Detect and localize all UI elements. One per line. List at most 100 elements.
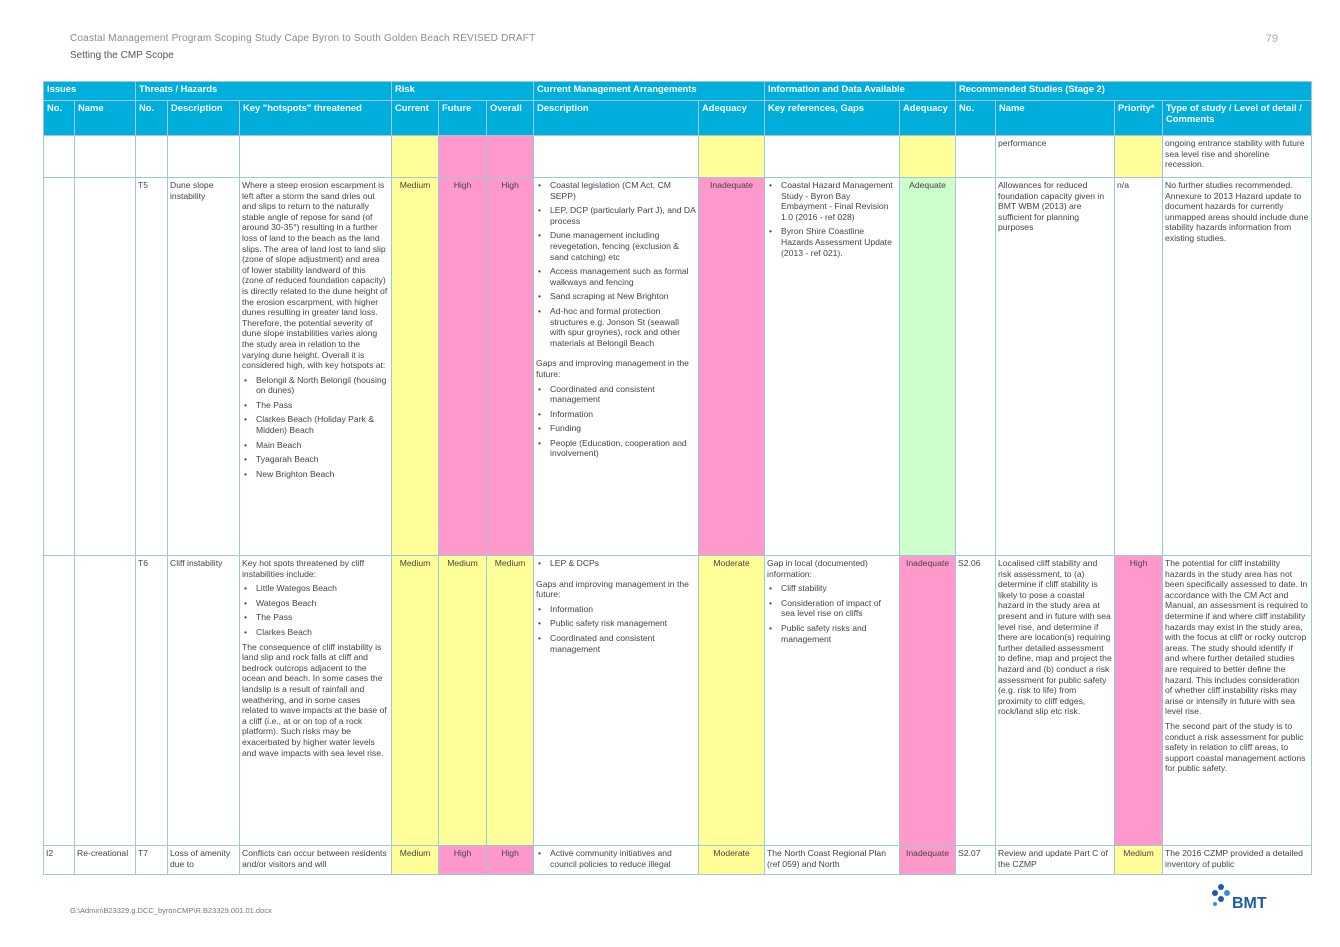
hotspots-outro: The consequence of cliff instability is … [242, 641, 387, 758]
study-type-para: The second part of the study is to condu… [1165, 720, 1306, 774]
risk-future: High [438, 177, 488, 556]
cm-gaps-intro: Gaps and improving management in the fut… [536, 358, 689, 379]
study-type: No further studies recommended. Annexure… [1162, 177, 1313, 556]
list-item: Public safety risks and management [769, 623, 897, 644]
info-adequacy: Inadequate [899, 844, 957, 876]
col-issue-name: Name [74, 100, 136, 136]
cm-description: Active community initiatives and council… [533, 844, 700, 876]
info-adequacy: Adequate [899, 177, 957, 556]
col-hotspots: Key "hotspots" threatened [238, 100, 393, 136]
threat-description: Cliff instability [167, 555, 240, 846]
group-information: Information and Data Available [764, 81, 957, 101]
logo-text: BMT [1232, 895, 1267, 912]
list-item: Consideration of impact of sea level ris… [769, 598, 897, 619]
group-threats: Threats / Hazards [134, 81, 393, 101]
priority: n/a [1114, 177, 1164, 556]
col-study-name: Name [995, 100, 1116, 136]
list-item: Sand scraping at New Brighton [538, 291, 696, 302]
issue-no: I2 [43, 844, 75, 876]
info-refs: The North Coast Regional Plan (ref 059) … [764, 844, 901, 876]
info-intro: Gap in local (documented) information: [767, 558, 868, 579]
list-item: Public safety risk management [538, 618, 696, 629]
info-list: Coastal Hazard Management Study - Byron … [767, 180, 897, 258]
risk-current: Medium [391, 177, 440, 556]
risk-future: High [438, 844, 488, 876]
study-type-para: The potential for cliff instability haza… [1165, 558, 1308, 717]
list-item: Coordinated and consistent management [538, 384, 696, 405]
list-item: Cliff stability [769, 583, 897, 594]
list-item: Belongil & North Belongil (housing on du… [244, 375, 389, 396]
table-row: T6 Cliff instability Key hot spots threa… [43, 555, 1313, 846]
list-item: Ad-hoc and formal protection structures … [538, 306, 696, 348]
group-issues: Issues [43, 81, 136, 101]
hotspots-intro: Where a steep erosion escarpment is left… [242, 180, 388, 371]
list-item: Coordinated and consistent management [538, 633, 696, 654]
col-study-no: No. [955, 100, 997, 136]
list-item: Dune management including revegetation, … [538, 230, 696, 262]
list-item: The Pass [244, 612, 389, 623]
col-cm-description: Description [533, 100, 700, 136]
col-priority: Priority* [1114, 100, 1164, 136]
threat-description: Dune slope instability [167, 177, 240, 556]
risk-future: Medium [438, 555, 488, 846]
issue-name: Re-creational [74, 844, 136, 876]
section-title: Setting the CMP Scope [70, 50, 174, 61]
col-risk-current: Current [391, 100, 440, 136]
col-threat-no: No. [135, 100, 168, 136]
cm-description: Coastal legislation (CM Act, CM SEPP) LE… [533, 177, 700, 556]
hotspots-list: Belongil & North Belongil (housing on du… [242, 375, 389, 480]
col-risk-future: Future [438, 100, 488, 136]
group-risk: Risk [391, 81, 535, 101]
cm-list: LEP & DCPs [536, 558, 696, 569]
list-item: Clarkes Beach [244, 627, 389, 638]
study-no: S2.07 [955, 844, 997, 876]
list-item: Active community initiatives and council… [538, 848, 696, 869]
table-row: T5 Dune slope instability Where a steep … [43, 177, 1313, 556]
info-list: Cliff stability Consideration of impact … [767, 583, 897, 644]
risk-overall: Medium [486, 555, 535, 846]
risk-current: Medium [391, 844, 440, 876]
hotspots-cell: Key hot spots threatened by cliff instab… [238, 555, 393, 846]
cm-gaps-list: Information Public safety risk managemen… [536, 604, 696, 654]
study-type: The 2016 CZMP provided a detailed invent… [1162, 844, 1313, 876]
list-item: Tyagarah Beach [244, 454, 389, 465]
cmp-scope-table: Issues Threats / Hazards Risk Current Ma… [43, 81, 1313, 876]
list-item: Clarkes Beach (Holiday Park & Midden) Be… [244, 414, 389, 435]
study-name: Allowances for reduced foundation capaci… [995, 177, 1116, 556]
study-no: S2.06 [955, 555, 997, 846]
info-refs: Gap in local (documented) information: C… [764, 555, 901, 846]
risk-current: Medium [391, 555, 440, 846]
bmt-logo: BMT [1210, 881, 1280, 919]
study-name: Localised cliff stability and risk asses… [995, 555, 1116, 846]
list-item: Access management such as formal walkway… [538, 266, 696, 287]
study-type: The potential for cliff instability haza… [1162, 555, 1313, 846]
group-recommended-studies: Recommended Studies (Stage 2) [955, 81, 1313, 101]
threat-no: T6 [135, 555, 168, 846]
list-item: Byron Shire Coastline Hazards Assessment… [769, 226, 897, 258]
study-name: Review and update Part C of the CZMP [995, 844, 1116, 876]
list-item: Main Beach [244, 440, 389, 451]
list-item: Wategos Beach [244, 598, 389, 609]
list-item: The Pass [244, 400, 389, 411]
footer-path: G:\Admin\B23329.g.DCC_byronCMP\R.B23329.… [70, 906, 272, 915]
list-item: LEP, DCP (particularly Part J), and DA p… [538, 205, 696, 226]
priority: Medium [1114, 844, 1164, 876]
study-type: ongoing entrance stability with future s… [1162, 135, 1313, 178]
hotspots-cell: Where a steep erosion escarpment is left… [238, 177, 393, 556]
list-item: Coastal Hazard Management Study - Byron … [769, 180, 897, 222]
col-issue-no: No. [43, 100, 75, 136]
info-refs: Coastal Hazard Management Study - Byron … [764, 177, 901, 556]
cm-gaps-intro: Gaps and improving management in the fut… [536, 578, 689, 600]
list-item: Coastal legislation (CM Act, CM SEPP) [538, 180, 696, 201]
col-threat-description: Description [167, 100, 240, 136]
study-name: performance [995, 135, 1116, 178]
list-item: Information [538, 409, 696, 420]
list-item: Little Wategos Beach [244, 583, 389, 594]
info-adequacy: Inadequate [899, 555, 957, 846]
risk-overall: High [486, 844, 535, 876]
hotspots-intro: Key hot spots threatened by cliff instab… [242, 558, 365, 579]
table-row: I2 Re-creational T7 Loss of amenity due … [43, 844, 1313, 876]
col-cm-adequacy: Adequacy [698, 100, 766, 136]
list-item: Funding [538, 423, 696, 434]
list-item: New Brighton Beach [244, 469, 389, 480]
